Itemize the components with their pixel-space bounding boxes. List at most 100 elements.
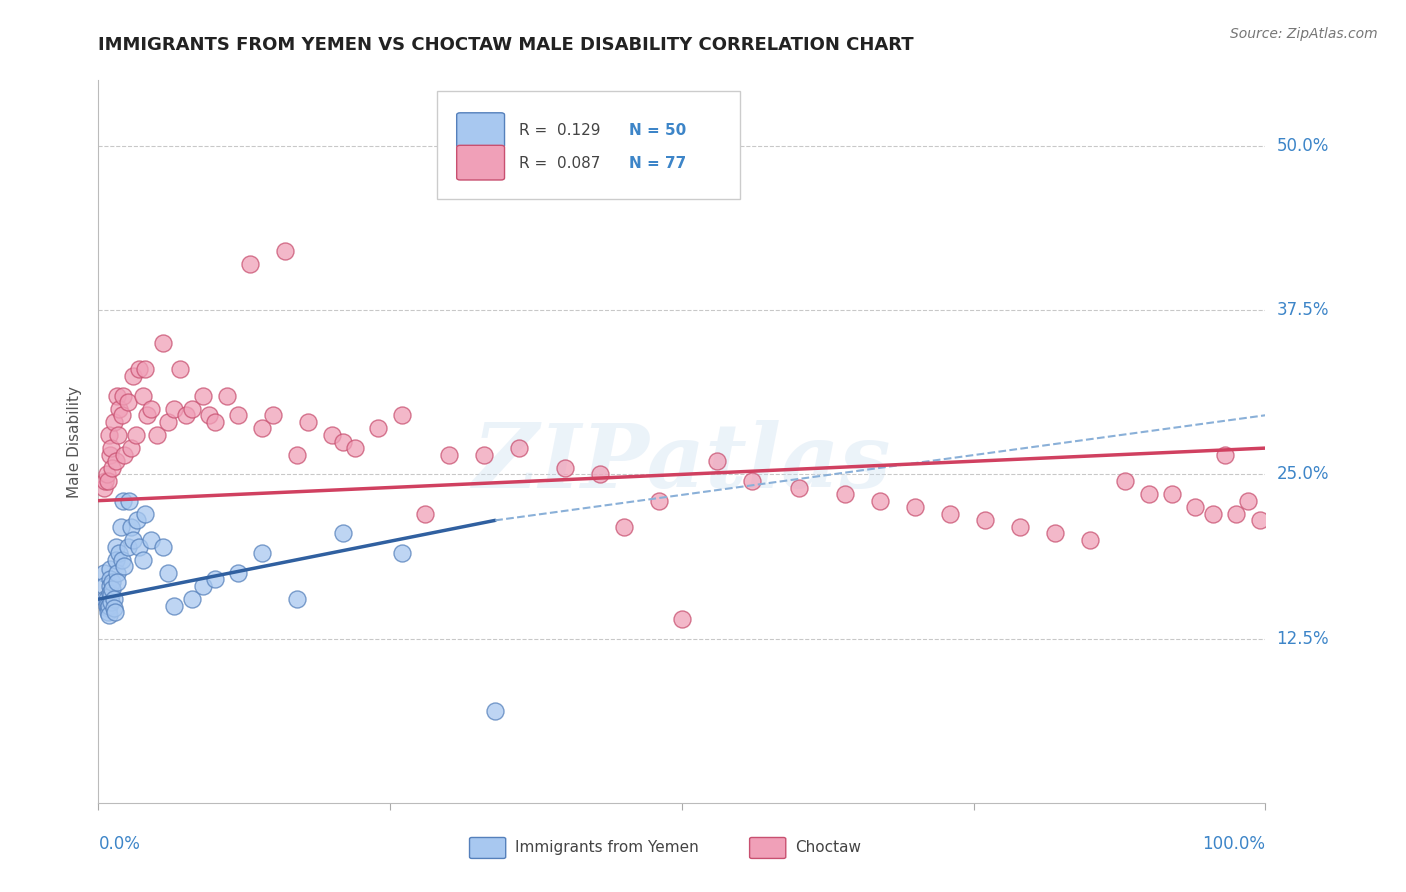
Text: 25.0%: 25.0% bbox=[1277, 466, 1329, 483]
Text: R =  0.129: R = 0.129 bbox=[519, 123, 600, 138]
Point bbox=[163, 401, 186, 416]
Point bbox=[274, 244, 297, 258]
Text: R =  0.087: R = 0.087 bbox=[519, 156, 600, 171]
Text: ZIPatlas: ZIPatlas bbox=[474, 420, 890, 507]
Point bbox=[97, 599, 120, 613]
Point bbox=[97, 605, 120, 619]
Point bbox=[120, 520, 142, 534]
Point bbox=[193, 579, 215, 593]
Point bbox=[101, 460, 124, 475]
Text: Immigrants from Yemen: Immigrants from Yemen bbox=[515, 840, 699, 855]
Point bbox=[239, 257, 262, 271]
Point bbox=[174, 409, 197, 423]
Point bbox=[939, 507, 962, 521]
Point bbox=[1114, 474, 1136, 488]
Point bbox=[134, 507, 156, 521]
Point bbox=[108, 546, 131, 560]
Point bbox=[101, 575, 124, 590]
Point bbox=[472, 448, 495, 462]
Point bbox=[132, 553, 155, 567]
Point bbox=[787, 481, 810, 495]
Point bbox=[163, 599, 186, 613]
Point bbox=[94, 474, 117, 488]
FancyBboxPatch shape bbox=[749, 838, 786, 858]
Point bbox=[105, 388, 128, 402]
Point bbox=[96, 599, 118, 613]
Point bbox=[112, 448, 135, 462]
Point bbox=[139, 533, 162, 547]
Point bbox=[104, 454, 127, 468]
Point bbox=[484, 704, 506, 718]
Point bbox=[391, 546, 413, 560]
Point bbox=[107, 428, 129, 442]
Point bbox=[321, 428, 343, 442]
Point bbox=[1249, 513, 1271, 527]
Point bbox=[98, 585, 121, 599]
Point bbox=[332, 434, 354, 449]
Point bbox=[112, 559, 135, 574]
Point bbox=[118, 493, 141, 508]
Point bbox=[250, 546, 273, 560]
Point bbox=[104, 605, 127, 619]
Point bbox=[110, 520, 132, 534]
Point bbox=[108, 401, 131, 416]
Point bbox=[228, 409, 250, 423]
Point bbox=[508, 441, 530, 455]
Point bbox=[157, 566, 180, 580]
Point bbox=[285, 592, 308, 607]
Point bbox=[111, 553, 134, 567]
Point bbox=[974, 513, 997, 527]
Point bbox=[285, 448, 308, 462]
Point bbox=[180, 592, 202, 607]
Point bbox=[97, 601, 120, 615]
Point bbox=[139, 401, 162, 416]
Point bbox=[869, 493, 891, 508]
Point bbox=[671, 612, 693, 626]
Point bbox=[94, 592, 117, 607]
Point bbox=[215, 388, 238, 402]
Point bbox=[98, 562, 121, 576]
Text: 37.5%: 37.5% bbox=[1277, 301, 1329, 319]
Point bbox=[706, 454, 728, 468]
Text: Choctaw: Choctaw bbox=[796, 840, 860, 855]
Point bbox=[122, 368, 145, 383]
Point bbox=[96, 467, 118, 482]
Point bbox=[1080, 533, 1102, 547]
Point bbox=[1137, 487, 1160, 501]
Point bbox=[391, 409, 413, 423]
Point bbox=[228, 566, 250, 580]
Point bbox=[98, 573, 121, 587]
Point bbox=[117, 540, 139, 554]
Point bbox=[98, 579, 121, 593]
Point bbox=[1237, 493, 1260, 508]
Text: N = 50: N = 50 bbox=[630, 123, 686, 138]
Point bbox=[122, 533, 145, 547]
Point bbox=[97, 474, 120, 488]
Point bbox=[117, 395, 139, 409]
Point bbox=[1161, 487, 1184, 501]
Point bbox=[132, 388, 155, 402]
Text: N = 77: N = 77 bbox=[630, 156, 686, 171]
Point bbox=[193, 388, 215, 402]
Point bbox=[111, 493, 134, 508]
Point bbox=[97, 607, 120, 622]
Point bbox=[344, 441, 367, 455]
FancyBboxPatch shape bbox=[437, 91, 741, 200]
Point bbox=[100, 595, 122, 609]
Point bbox=[741, 474, 763, 488]
Point bbox=[1213, 448, 1236, 462]
Point bbox=[647, 493, 669, 508]
Point bbox=[152, 540, 174, 554]
Point bbox=[105, 566, 128, 580]
Point bbox=[262, 409, 284, 423]
Point bbox=[120, 441, 142, 455]
Point bbox=[97, 428, 120, 442]
Point bbox=[1010, 520, 1032, 534]
Point bbox=[103, 415, 125, 429]
Point bbox=[111, 388, 134, 402]
Point bbox=[1225, 507, 1247, 521]
Point bbox=[554, 460, 576, 475]
Point bbox=[100, 441, 122, 455]
Point bbox=[904, 500, 927, 515]
Point bbox=[204, 573, 226, 587]
